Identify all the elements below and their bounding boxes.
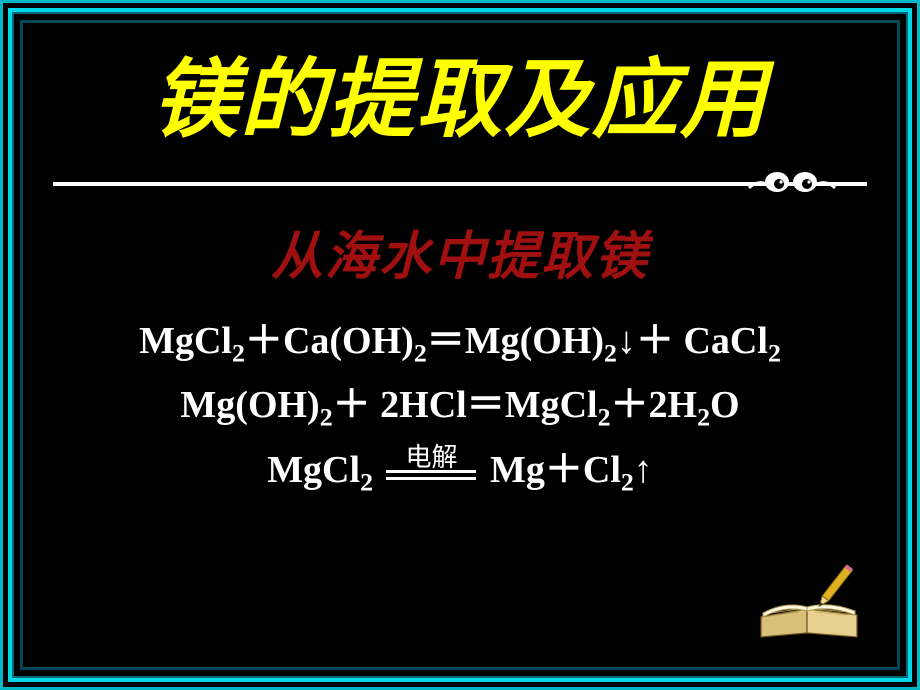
eyes-icon xyxy=(747,162,837,194)
equation-1: MgCl2＋Ca(OH)2＝Mg(OH)2↓＋ CaCl2 xyxy=(53,309,867,374)
eq1-lhs2-sub: 2 xyxy=(414,338,427,367)
eq2-lhs1: Mg(OH) xyxy=(180,384,319,426)
slide-content: 镁的提取及应用 从海水中提取镁 MgCl2＋Ca(OH)2＝Mg(OH)2↓＋ … xyxy=(23,23,897,667)
eq3-lhs1-sub: 2 xyxy=(360,467,373,496)
book-icon xyxy=(757,561,867,641)
eq3-rhs2-sub: 2 xyxy=(621,467,634,496)
eq3-rhs1: Mg xyxy=(490,449,545,491)
eq3-rhs2-arrow: ↑ xyxy=(634,449,653,491)
equation-3: MgCl2 电解 Mg＋Cl2↑ xyxy=(53,438,867,503)
eq3-rhs2: Cl xyxy=(583,449,621,491)
eq2-rhs2-sub: 2 xyxy=(697,403,710,432)
eq1-rhs1-arrow: ↓ xyxy=(617,320,636,362)
title-divider-row xyxy=(53,156,867,196)
eq3-condition-wrap: 电解 xyxy=(386,466,476,480)
equations-block: MgCl2＋Ca(OH)2＝Mg(OH)2↓＋ CaCl2 Mg(OH)2＋ 2… xyxy=(53,309,867,503)
slide-subtitle: 从海水中提取镁 xyxy=(53,214,867,289)
eq2-rhs1-sub: 2 xyxy=(598,403,611,432)
eq1-rhs2-sub: 2 xyxy=(768,338,781,367)
eq2-plus1: ＋ 2HCl xyxy=(333,384,467,426)
horizontal-rule xyxy=(53,182,867,186)
eq2-rhs2a: 2H xyxy=(649,384,698,426)
eq3-lhs1: MgCl xyxy=(267,449,360,491)
eq2-lhs1-sub: 2 xyxy=(320,403,333,432)
eq2-rhs1: MgCl xyxy=(505,384,598,426)
eq1-plus2: ＋ xyxy=(636,320,684,362)
eq1-lhs1-sub: 2 xyxy=(232,338,245,367)
eq1-rhs2: CaCl xyxy=(683,320,767,362)
eq3-condition-label: 电解 xyxy=(386,436,476,480)
eq2-plus2: ＋ xyxy=(611,384,649,426)
eq2-eq: ＝ xyxy=(467,384,505,426)
eq1-plus1: ＋ xyxy=(245,320,283,362)
slide-title: 镁的提取及应用 xyxy=(53,53,867,148)
equation-2: Mg(OH)2＋ 2HCl＝MgCl2＋2H2O xyxy=(53,373,867,438)
eq2-rhs2b: O xyxy=(710,384,740,426)
eq1-lhs1: MgCl xyxy=(139,320,232,362)
eq3-plus1: ＋ xyxy=(545,449,583,491)
eq1-rhs1: Mg(OH) xyxy=(465,320,604,362)
eq1-eq: ＝ xyxy=(427,320,465,362)
eq1-rhs1-sub: 2 xyxy=(604,338,617,367)
eq1-lhs2: Ca(OH) xyxy=(283,320,414,362)
